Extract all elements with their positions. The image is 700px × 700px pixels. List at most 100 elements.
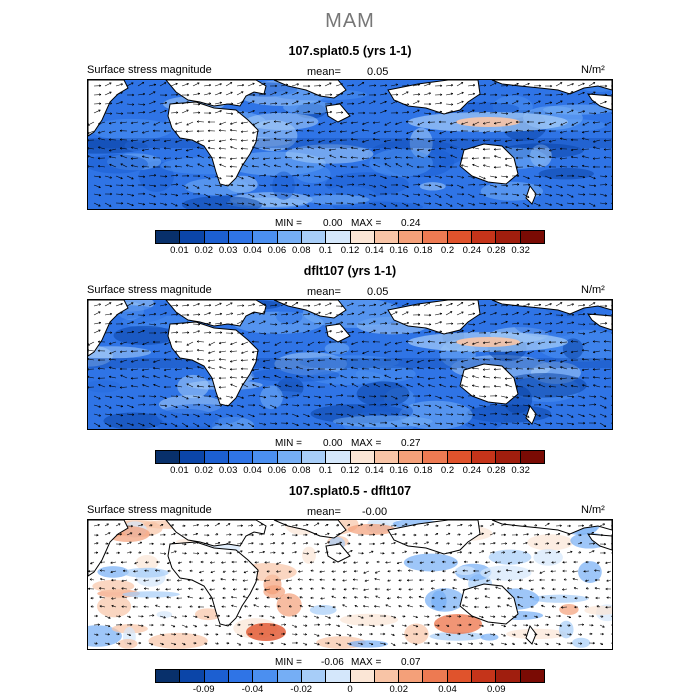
field-patch <box>92 579 135 593</box>
colorbar-tick-label: 0.06 <box>267 465 287 476</box>
field-patch <box>135 555 159 571</box>
colorbar-tick-label: -0.02 <box>290 684 313 695</box>
colorbar-tick-label: 0.04 <box>438 684 457 695</box>
colorbar-tick-label: 0.03 <box>218 465 238 476</box>
land-mass <box>387 520 481 555</box>
colorbar-swatch <box>156 451 181 463</box>
colorbar-tick-label: 0.02 <box>194 245 214 256</box>
field-patch <box>488 549 532 565</box>
field-patch <box>305 194 370 205</box>
field-patch <box>88 371 126 402</box>
land-mass <box>459 363 519 405</box>
land-mass <box>165 80 267 107</box>
land-mass <box>525 184 537 205</box>
wind-vectors <box>88 522 612 646</box>
panel-2-mean-label: mean= <box>307 286 341 298</box>
field-patch <box>177 374 210 399</box>
wind-vectors <box>88 81 612 207</box>
field-patch <box>122 567 169 578</box>
colorbar-tick-label: -0.09 <box>192 684 215 695</box>
field-patch <box>156 403 243 427</box>
colorbar-swatch <box>156 670 181 682</box>
field-patch <box>283 100 333 115</box>
colorbar-tick-label: 0.18 <box>413 465 433 476</box>
field-patch <box>148 632 208 649</box>
field-patch <box>347 640 388 648</box>
field-patch <box>324 342 350 355</box>
colorbar-swatch <box>253 670 278 682</box>
field-patch <box>480 565 532 581</box>
panel-1-max-label: MAX = <box>351 218 382 229</box>
colorbar-tick-label: 0.01 <box>170 465 189 476</box>
field-patch <box>533 549 563 566</box>
panel-2-map <box>87 299 613 430</box>
field-patch <box>434 614 482 634</box>
colorbar-tick-label: 0.12 <box>340 465 360 476</box>
field-patch <box>429 631 485 641</box>
land-mass <box>88 520 129 577</box>
land-mass <box>165 300 267 327</box>
field-patch <box>456 117 520 127</box>
field-patch <box>578 561 602 584</box>
field-patch <box>369 148 433 177</box>
field-patch <box>339 613 399 626</box>
colorbar-tick-label: 0.02 <box>389 684 409 695</box>
colorbar-tick-label: 0.14 <box>365 245 384 256</box>
colorbar-tick-label: 0.16 <box>389 245 409 256</box>
colorbar-swatch <box>228 451 254 463</box>
panel-3-mean-label: mean= <box>307 506 341 518</box>
field-patch <box>246 623 286 641</box>
field-patch <box>480 633 499 641</box>
field-patch <box>117 638 138 649</box>
field-patch <box>347 523 396 535</box>
field-patch <box>584 605 612 615</box>
colorbar-tick-label: 0.01 <box>170 245 189 256</box>
land-mass <box>587 533 612 551</box>
panel-1-colorbar-ticks: 0.01 0.02 0.03 0.04 0.06 0.08 0.1 0.12 0.14 0.16 0… <box>155 245 545 257</box>
colorbar-swatch <box>350 231 375 243</box>
ocean-field <box>88 520 612 649</box>
colorbar-tick-label: 0.08 <box>292 465 311 476</box>
colorbar-tick-label: 0.16 <box>389 465 409 476</box>
colorbar-tick-label: 0.1 <box>319 465 333 476</box>
field-patch <box>88 346 152 359</box>
field-patch <box>562 338 584 360</box>
field-patch <box>531 594 589 603</box>
colorbar-tick-label: 0.32 <box>511 465 530 476</box>
land-mass <box>587 93 612 111</box>
panel-1-variable-label: Surface stress magnitude <box>87 64 212 76</box>
colorbar-swatch <box>447 670 473 682</box>
colorbar-tick-label: 0.03 <box>218 245 238 256</box>
colorbar-tick-label: 0.12 <box>340 245 360 256</box>
field-patch <box>276 593 302 617</box>
panel-1-units: N/m² <box>581 64 605 76</box>
colorbar-tick-label: 0.28 <box>487 465 506 476</box>
colorbar-swatch <box>228 231 254 243</box>
panel-3-units: N/m² <box>581 504 605 516</box>
colorbar-swatch <box>472 670 497 682</box>
field-patch <box>309 604 337 615</box>
colorbar-swatch <box>350 670 375 682</box>
field-patch <box>103 412 163 429</box>
panel-2-variable-label: Surface stress magnitude <box>87 284 212 296</box>
colorbar-tick-label: 0.1 <box>319 245 333 256</box>
panel-3-min-value: -0.06 <box>321 657 344 668</box>
colorbar-swatch <box>423 451 448 463</box>
colorbar-swatch <box>520 231 544 243</box>
colorbar-tick-label: 0.2 <box>440 245 455 256</box>
colorbar-tick-label: 0.14 <box>365 465 384 476</box>
colorbar-swatch <box>374 451 400 463</box>
colorbar-swatch <box>374 231 400 243</box>
field-patch <box>431 590 447 611</box>
colorbar-swatch <box>180 670 205 682</box>
colorbar-tick-label: 0.2 <box>440 465 455 476</box>
field-patch <box>295 164 331 184</box>
panel-1-max-value: 0.24 <box>401 218 421 229</box>
land-mass <box>387 300 481 335</box>
panel-1-min-value: 0.00 <box>323 218 343 229</box>
colorbar-swatch <box>204 670 229 682</box>
field-patch <box>356 381 410 407</box>
colorbar-swatch <box>326 451 351 463</box>
field-patch <box>419 182 446 191</box>
panel-1-title: 107.splat0.5 (yrs 1-1) <box>288 44 412 58</box>
